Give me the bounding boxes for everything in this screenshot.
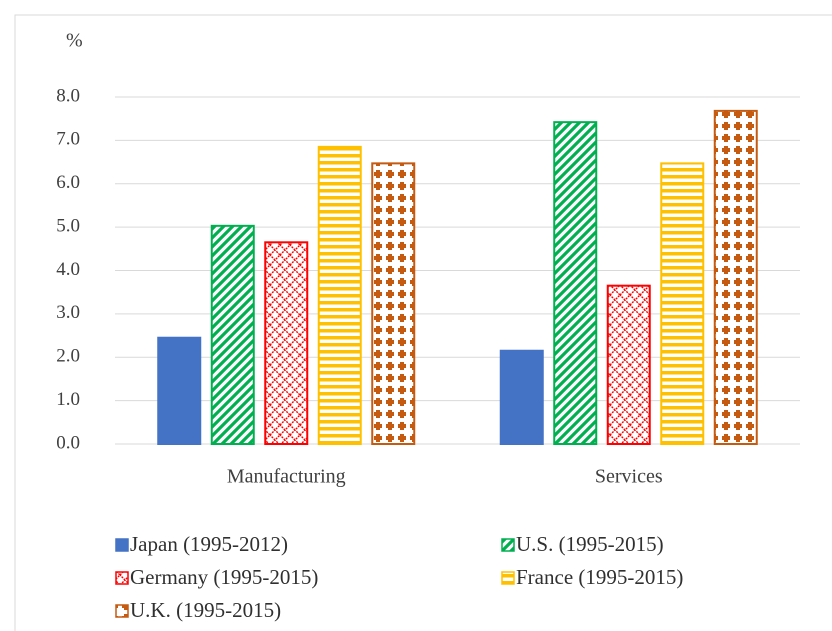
y-tick-label: 5.0 — [56, 215, 80, 236]
y-tick-label: 0.0 — [56, 432, 80, 453]
legend-swatch — [501, 538, 515, 552]
bar — [371, 162, 416, 446]
legend-label: Japan (1995-2012) — [130, 532, 288, 556]
y-tick-label: 8.0 — [56, 85, 80, 106]
bar — [553, 121, 598, 445]
legend-label: Germany (1995-2015) — [130, 565, 318, 589]
bar — [264, 241, 309, 445]
bar — [317, 145, 362, 445]
y-tick-label: 6.0 — [56, 172, 80, 193]
legend-swatch — [115, 604, 129, 618]
legend-label: U.S. (1995-2015) — [516, 532, 664, 556]
y-tick-label: 1.0 — [56, 389, 80, 410]
y-axis-label: % — [66, 30, 83, 52]
legend-label: France (1995-2015) — [516, 565, 683, 589]
y-tick-label: 2.0 — [56, 346, 80, 367]
x-tick-label: Services — [595, 466, 663, 488]
y-tick-label: 7.0 — [56, 129, 80, 150]
bar — [210, 224, 255, 445]
legend-swatch — [115, 571, 129, 585]
bar — [713, 109, 758, 445]
legend-swatch — [115, 538, 129, 552]
bar — [660, 162, 705, 446]
legend-swatch — [501, 571, 515, 585]
legend-label: U.K. (1995-2015) — [130, 598, 281, 622]
y-tick-label: 3.0 — [56, 302, 80, 323]
chart-frame — [14, 14, 832, 631]
y-tick-label: 4.0 — [56, 259, 80, 280]
bar — [157, 336, 202, 446]
bar — [606, 284, 651, 445]
bar — [499, 349, 544, 445]
x-tick-label: Manufacturing — [227, 466, 346, 488]
